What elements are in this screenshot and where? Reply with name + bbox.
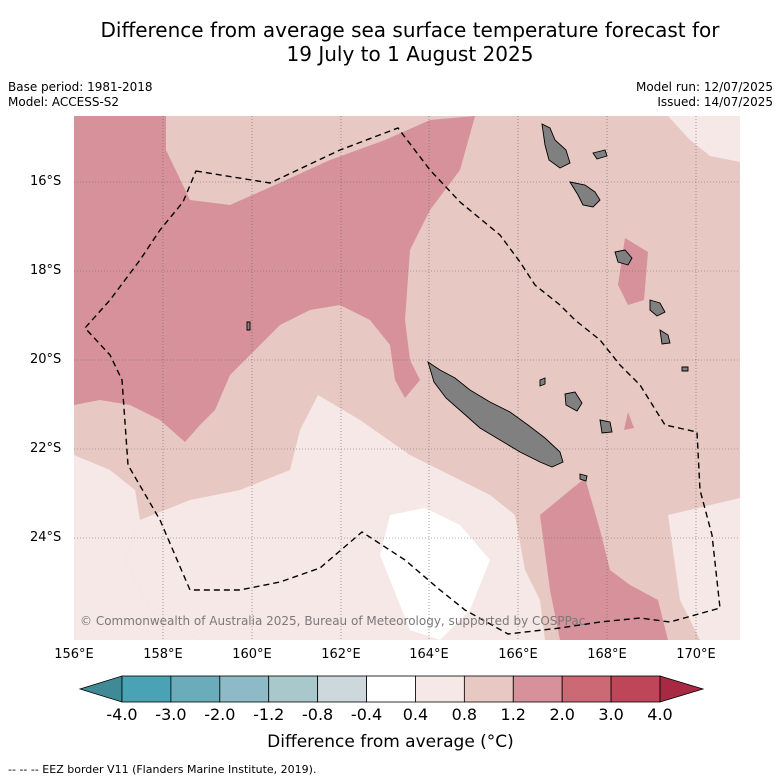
lon-label-156e: 156°E: [54, 647, 94, 662]
vanuatu-island-5: [649, 299, 666, 317]
anomaly-region-neutral: [380, 508, 490, 640]
colorbar-tick-label: -0.4: [350, 705, 383, 724]
colorbar: [78, 675, 705, 703]
small-island-1: [246, 321, 251, 331]
colorbar-segment-9: [561, 675, 612, 703]
small-island-2: [681, 366, 689, 372]
colorbar-extend-high: [659, 675, 705, 703]
model-name: Model: ACCESS-S2: [8, 95, 120, 109]
vanuatu-island-1: [541, 123, 571, 169]
issued-date: Issued: 14/07/2025: [657, 95, 773, 109]
anomaly-region-east-0.4-0.8: [668, 498, 740, 640]
colorbar-segment-10: [610, 675, 661, 703]
colorbar-segment-1: [170, 675, 221, 703]
anomaly-region-southwest-0.4-0.8: [74, 455, 200, 640]
meta-right: Model run: 12/07/2025 Issued: 14/07/2025: [636, 80, 773, 110]
new-caledonia-island: [427, 360, 564, 468]
colorbar-segment-8: [512, 675, 563, 703]
small-island-3: [539, 377, 546, 387]
gridlines: [74, 116, 740, 640]
vanuatu-island-6: [659, 329, 671, 345]
loyalty-island-2: [599, 419, 613, 434]
colorbar-extend-low: [78, 675, 123, 703]
vanuatu-island-4: [614, 249, 633, 266]
copyright-notice: © Commonwealth of Australia 2025, Bureau…: [80, 614, 586, 628]
colorbar-segment-3: [268, 675, 319, 703]
colorbar-tick-label: 4.0: [647, 705, 673, 724]
colorbar-segment-7: [463, 675, 514, 703]
loyalty-island-3: [579, 473, 588, 482]
loyalty-island-1: [564, 391, 583, 412]
vanuatu-island-2: [569, 181, 601, 208]
colorbar-segment-2: [219, 675, 270, 703]
lat-label-20s: 20°S: [30, 352, 62, 367]
lat-label-22s: 22°S: [30, 441, 62, 456]
colorbar-tick-label: 2.0: [549, 705, 575, 724]
anomaly-patch-vanuatu-2: [624, 412, 634, 430]
colorbar-tick-label: -1.2: [253, 705, 285, 724]
colorbar-segment-4: [317, 675, 367, 703]
colorbar-label: Difference from average (°C): [267, 732, 514, 752]
anomaly-region-northeast-0.4-0.8: [668, 116, 740, 162]
map-title-line1: Difference from average sea surface temp…: [100, 18, 720, 42]
colorbar-tick-label: -4.0: [106, 705, 138, 724]
colorbar-segment-6: [415, 675, 465, 703]
lat-label-16s: 16°S: [30, 174, 62, 189]
colorbar-segment-5: [366, 675, 416, 703]
lat-label-18s: 18°S: [30, 263, 62, 278]
anomaly-region-southeast-1.2-2.0: [540, 478, 668, 640]
eez-border: [84, 127, 721, 635]
lon-label-166e: 166°E: [498, 647, 538, 662]
lon-label-164e: 164°E: [409, 647, 449, 662]
lon-label-170e: 170°E: [676, 647, 716, 662]
lat-label-24s: 24°S: [30, 530, 62, 545]
colorbar-tick-label: -0.8: [302, 705, 334, 724]
meta-left: Base period: 1981-2018 Model: ACCESS-S2: [8, 80, 153, 110]
colorbar-tick-label: 1.2: [500, 705, 526, 724]
lon-label-160e: 160°E: [232, 647, 272, 662]
eez-footnote: -- -- -- EEZ border V11 (Flanders Marine…: [8, 763, 317, 776]
map-title-line2: 19 July to 1 August 2025: [286, 42, 534, 66]
colorbar-tick-label: 0.8: [451, 705, 478, 724]
lon-label-162e: 162°E: [321, 647, 361, 662]
map-title: Difference from average sea surface temp…: [60, 18, 760, 66]
colorbar-segment-0: [121, 675, 172, 703]
colorbar-tick-label: 0.4: [402, 705, 429, 724]
lon-label-158e: 158°E: [143, 647, 183, 662]
colorbar-tick-label: 3.0: [598, 705, 624, 724]
model-run: Model run: 12/07/2025: [635, 80, 773, 94]
colorbar-tick-label: -3.0: [155, 705, 187, 724]
base-period: Base period: 1981-2018: [8, 80, 153, 94]
lon-label-168e: 168°E: [587, 647, 627, 662]
anomaly-region-west-1.2-2.0: [74, 116, 475, 442]
colorbar-tick-label: -2.0: [204, 705, 236, 724]
land-masses: [246, 123, 689, 482]
vanuatu-island-3: [592, 149, 608, 160]
